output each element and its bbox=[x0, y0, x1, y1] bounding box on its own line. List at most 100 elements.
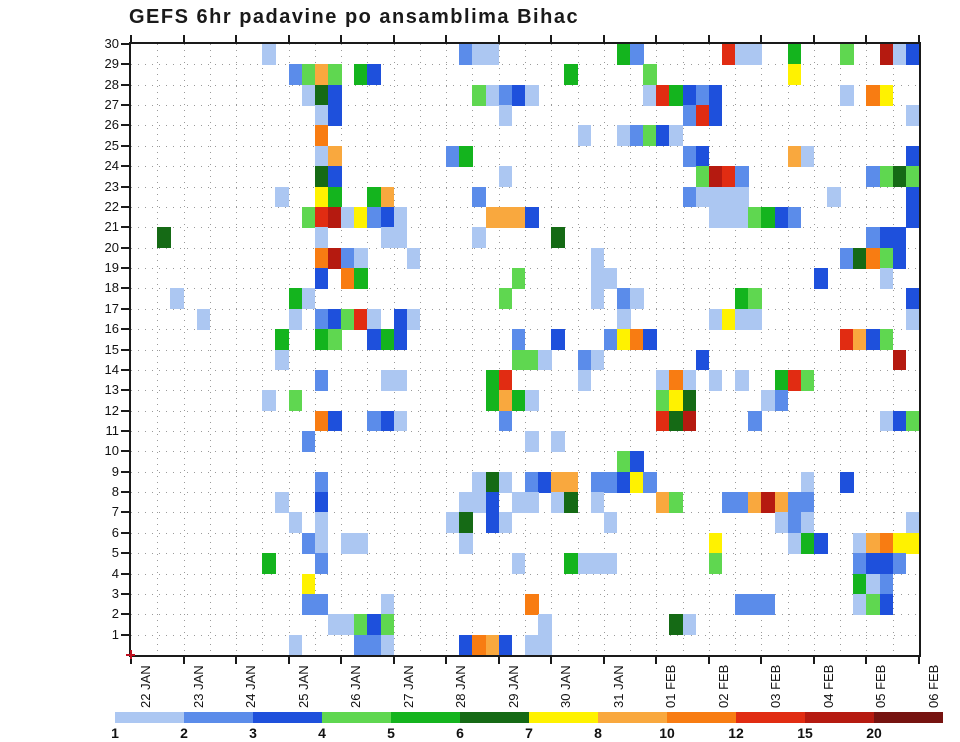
heatmap-cell bbox=[695, 145, 710, 167]
x-tick-top bbox=[340, 35, 343, 42]
heatmap-cell bbox=[892, 166, 907, 188]
heatmap-cell bbox=[511, 206, 526, 228]
v-gridline bbox=[262, 44, 264, 655]
heatmap-cell bbox=[314, 186, 329, 208]
heatmap-cell bbox=[288, 512, 303, 534]
legend-color-segment bbox=[184, 712, 253, 723]
v-gridline bbox=[419, 44, 421, 655]
y-tick-label: 22 bbox=[104, 198, 119, 214]
y-tick-label: 8 bbox=[111, 484, 119, 500]
heatmap-cell bbox=[472, 44, 487, 65]
heatmap-cell bbox=[748, 410, 762, 432]
heatmap-cell bbox=[800, 369, 815, 391]
heatmap-cell bbox=[301, 84, 316, 106]
legend-tick-label: 3 bbox=[249, 725, 257, 741]
heatmap-cell bbox=[288, 64, 303, 86]
heatmap-cell bbox=[682, 186, 697, 208]
heatmap-cell bbox=[367, 329, 382, 350]
heatmap-cell bbox=[525, 634, 539, 655]
y-tick-label: 6 bbox=[111, 524, 119, 540]
heatmap-cell bbox=[459, 44, 473, 65]
heatmap-cell bbox=[708, 532, 723, 554]
x-tick-top bbox=[235, 35, 238, 42]
x-tick-top bbox=[182, 35, 185, 42]
heatmap-cell bbox=[866, 532, 881, 554]
heatmap-cell bbox=[301, 64, 316, 86]
heatmap-cell bbox=[367, 614, 382, 636]
heatmap-cell bbox=[498, 206, 513, 228]
heatmap-cell bbox=[262, 553, 276, 575]
v-gridline bbox=[288, 44, 290, 655]
x-tick-label: 01 FEB bbox=[663, 664, 679, 708]
heatmap-cell bbox=[354, 634, 368, 655]
y-tick-label: 28 bbox=[104, 76, 119, 92]
heatmap-cell bbox=[354, 247, 368, 269]
y-tick bbox=[121, 246, 129, 249]
heatmap-cell bbox=[722, 44, 736, 65]
heatmap-cell bbox=[551, 471, 565, 493]
heatmap-cell bbox=[314, 64, 329, 86]
x-tick-label: 06 FEB bbox=[926, 664, 941, 708]
heatmap-cell bbox=[354, 308, 368, 330]
heatmap-cell bbox=[905, 166, 920, 188]
heatmap-cell bbox=[275, 329, 290, 350]
heatmap-cell bbox=[485, 492, 500, 513]
y-tick-label: 23 bbox=[104, 178, 119, 194]
heatmap-cell bbox=[577, 349, 592, 371]
heatmap-cell bbox=[879, 247, 894, 269]
heatmap-cell bbox=[669, 125, 684, 147]
heatmap-cell bbox=[301, 288, 316, 310]
heatmap-cell bbox=[774, 206, 789, 228]
heatmap-cell bbox=[485, 471, 500, 493]
heatmap-cell bbox=[735, 166, 749, 188]
heatmap-cell bbox=[853, 329, 867, 350]
v-gridline bbox=[341, 44, 343, 655]
y-tick-label: 15 bbox=[104, 341, 119, 357]
heatmap-cell bbox=[905, 308, 920, 330]
heatmap-cell bbox=[892, 349, 907, 371]
heatmap-cell bbox=[393, 227, 408, 249]
heatmap-cell bbox=[800, 471, 815, 493]
x-tick-label: 31 JAN bbox=[610, 665, 626, 708]
heatmap-cell bbox=[643, 471, 657, 493]
x-tick bbox=[602, 655, 605, 664]
heatmap-cell bbox=[735, 593, 749, 615]
heatmap-cell bbox=[748, 288, 762, 310]
x-tick bbox=[497, 655, 500, 664]
y-tick bbox=[121, 43, 129, 45]
legend-color-segment bbox=[391, 712, 460, 723]
heatmap-cell bbox=[853, 573, 867, 595]
v-gridline bbox=[761, 44, 763, 655]
heatmap-cell bbox=[485, 512, 500, 534]
heatmap-cell bbox=[813, 532, 828, 554]
heatmap-cell bbox=[525, 349, 539, 371]
x-tick-label: 05 FEB bbox=[873, 664, 889, 708]
heatmap-cell bbox=[367, 206, 382, 228]
heatmap-cell bbox=[525, 492, 539, 513]
heatmap-cell bbox=[748, 492, 762, 513]
heatmap-cell bbox=[905, 105, 920, 126]
heatmap-cell bbox=[157, 227, 171, 249]
heatmap-cell bbox=[525, 593, 539, 615]
heatmap-cell bbox=[328, 64, 342, 86]
x-tick bbox=[812, 655, 815, 664]
heatmap-cell bbox=[590, 553, 605, 575]
v-gridline bbox=[656, 44, 658, 655]
heatmap-cell bbox=[341, 614, 355, 636]
heatmap-cell bbox=[630, 471, 644, 493]
heatmap-cell bbox=[616, 308, 631, 330]
y-tick-label: 18 bbox=[104, 280, 119, 296]
heatmap-cell bbox=[525, 206, 539, 228]
heatmap-cell bbox=[695, 105, 710, 126]
heatmap-cell bbox=[459, 634, 473, 655]
heatmap-cell bbox=[590, 471, 605, 493]
heatmap-cell bbox=[905, 44, 920, 65]
heatmap-cell bbox=[459, 492, 473, 513]
heatmap-cell bbox=[656, 492, 670, 513]
v-gridline bbox=[735, 44, 737, 655]
x-tick-top bbox=[865, 35, 868, 42]
heatmap-cell bbox=[787, 145, 802, 167]
x-tick-label: 27 JAN bbox=[400, 665, 416, 708]
legend-tick-label: 5 bbox=[387, 725, 395, 741]
legend-color-segment bbox=[529, 712, 598, 723]
